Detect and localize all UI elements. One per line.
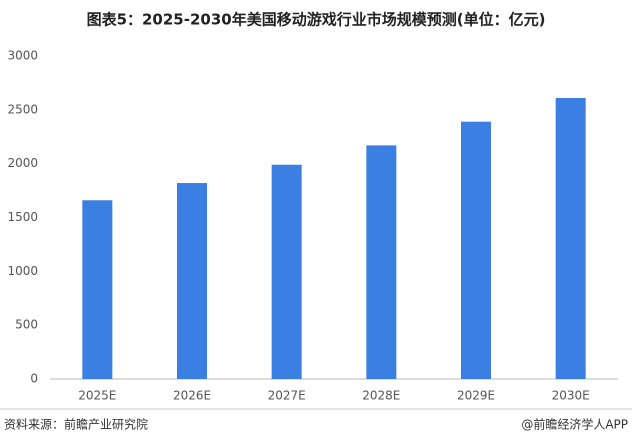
- y-tick-label: 1500: [7, 210, 38, 224]
- x-tick-label: 2030E: [552, 389, 590, 403]
- x-tick-label: 2027E: [268, 389, 306, 403]
- bar: [461, 121, 491, 379]
- chart-title: 图表5：2025-2030年美国移动游戏行业市场规模预测(单位：亿元): [87, 11, 546, 29]
- bar: [271, 164, 302, 379]
- y-tick-label: 3000: [7, 49, 38, 63]
- bar: [177, 183, 207, 379]
- footer-brand: @前瞻经济学人APP: [521, 417, 628, 432]
- y-tick-label: 2500: [7, 102, 38, 116]
- y-tick-label: 2000: [7, 156, 38, 170]
- y-tick-label: 0: [30, 372, 38, 386]
- x-tick-label: 2028E: [362, 389, 400, 403]
- bar: [555, 97, 586, 380]
- footer-source: 资料来源：前瞻产业研究院: [4, 417, 148, 432]
- x-tick-label: 2029E: [457, 389, 495, 403]
- y-tick-label: 1000: [7, 264, 38, 278]
- x-tick-label: 2026E: [173, 389, 211, 403]
- y-tick-label: 500: [15, 318, 38, 332]
- bar: [82, 200, 113, 379]
- x-tick-label: 2025E: [78, 389, 116, 403]
- bar: [366, 145, 397, 379]
